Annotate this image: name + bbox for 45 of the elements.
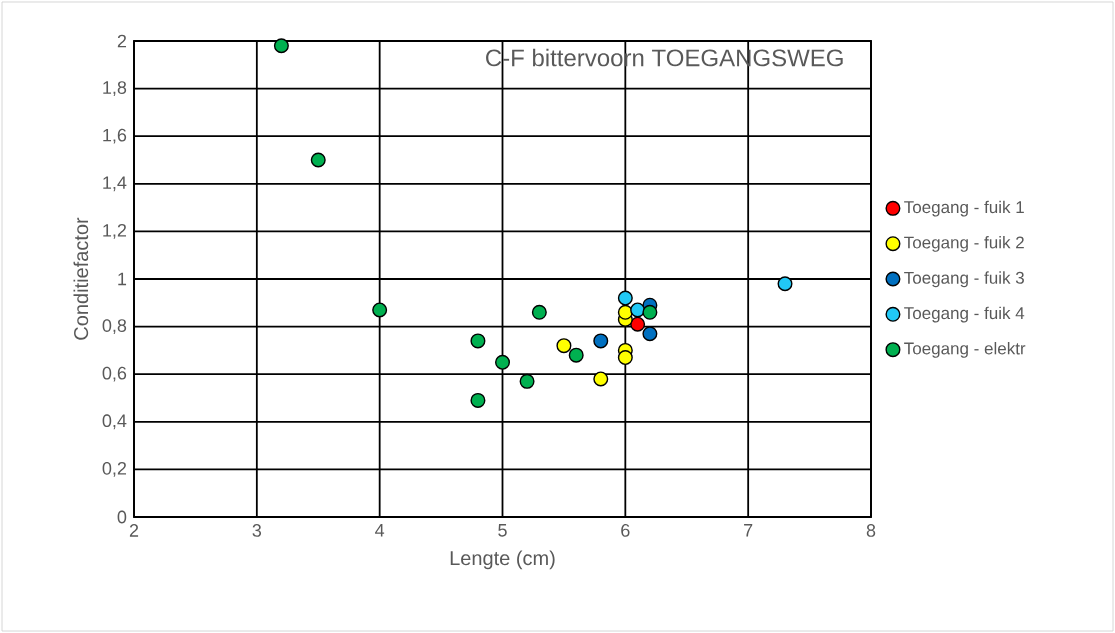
y-tick-label: 1 [118,272,127,286]
point [310,152,326,168]
point [470,333,486,349]
point [495,354,511,370]
y-tick-label: 1,2 [103,223,127,239]
point [273,38,289,54]
y-tick-label: 0,2 [102,461,127,477]
legend-label: Toegang - fuik 4 [904,306,1025,323]
legend-label: Toegang - fuik 1 [904,200,1024,217]
point [556,338,572,354]
y-tick-label: 0,4 [102,414,127,430]
y-axis-title: Conditiefactor [73,217,89,340]
point [593,333,609,349]
point [617,350,633,366]
point [470,392,486,408]
point [617,304,633,320]
point [568,347,584,363]
point [617,290,633,306]
point [777,276,793,292]
point [531,304,547,320]
legend-label: Toegang - fuik 3 [904,271,1024,288]
legend-label: Toegang - fuik 2 [904,236,1024,252]
x-tick-label: 4 [375,524,385,537]
y-tick-label: 1,4 [103,176,127,192]
x-tick-label: 6 [621,524,630,537]
x-tick-label: 2 [129,524,139,537]
y-tick-label: 0 [117,510,127,524]
point [630,302,646,318]
y-tick-label: 2 [117,34,127,48]
x-axis-title: Lengte (cm) [450,550,555,570]
legend-label: Toegang - elektr [904,341,1026,358]
y-tick-label: 0,6 [102,366,127,382]
point [642,304,658,320]
point [642,326,658,342]
point [593,371,609,387]
point [630,316,646,332]
x-tick-label: 8 [866,524,876,537]
x-tick-label: 5 [498,524,507,537]
point [372,302,388,318]
x-tick-label: 3 [252,524,262,537]
x-tick-label: 7 [744,524,753,537]
y-tick-label: 0,8 [102,319,127,335]
point [519,373,535,389]
y-tick-label: 1,8 [103,81,127,97]
y-tick-label: 1,6 [103,128,127,144]
